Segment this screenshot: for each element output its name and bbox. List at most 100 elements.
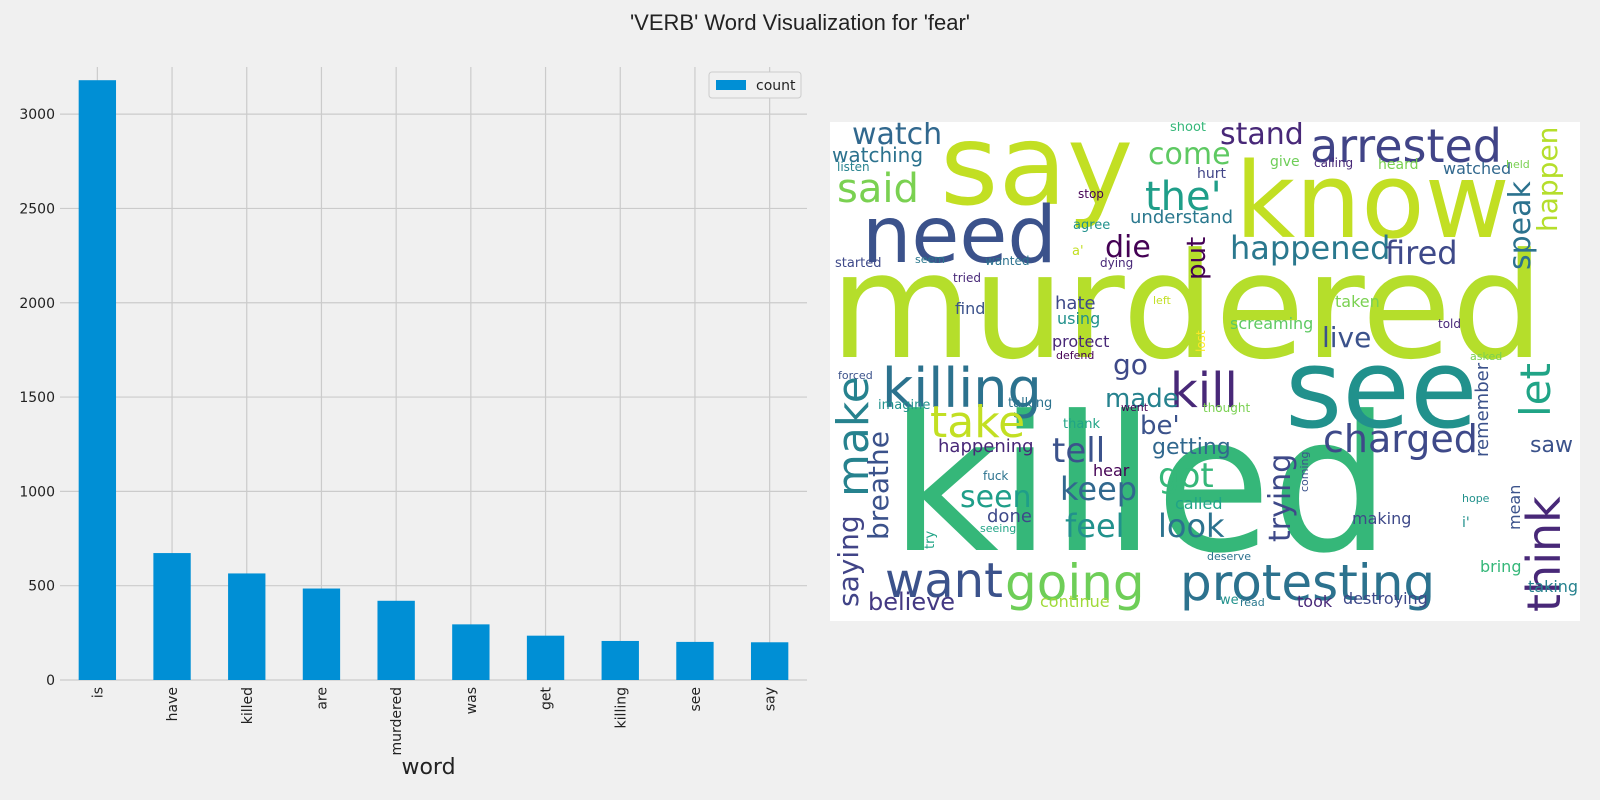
- cloud-word-protesting: protesting: [1180, 554, 1435, 612]
- cloud-word-want: want: [885, 553, 1003, 609]
- cloud-word-try: try: [923, 531, 938, 549]
- cloud-word-understand: understand: [1130, 207, 1233, 228]
- cloud-word-hope: hope: [1462, 492, 1490, 505]
- bar-get: [526, 635, 565, 680]
- cloud-word-come: come: [1148, 137, 1231, 172]
- y-tick-label: 3000: [19, 107, 55, 123]
- cloud-word-tried: tried: [953, 271, 981, 285]
- bar-see: [676, 641, 714, 680]
- cloud-word-remember: remember: [1472, 362, 1493, 457]
- cloud-word-thank: thank: [1063, 417, 1101, 432]
- cloud-word-took: took: [1297, 592, 1333, 611]
- cloud-word-speak: speak: [1503, 180, 1538, 270]
- cloud-word-hurt: hurt: [1197, 166, 1227, 182]
- cloud-word-believe: believe: [868, 588, 955, 616]
- x-tick-label: have: [165, 687, 181, 721]
- cloud-word-take: take: [930, 397, 1025, 448]
- cloud-word-held: held: [1506, 158, 1530, 171]
- bar-was: [452, 624, 490, 680]
- cloud-word-continue: continue: [1040, 592, 1110, 611]
- cloud-word-stand: stand: [1220, 122, 1304, 152]
- cloud-word-seem: seem: [915, 253, 945, 266]
- y-tick-label: 1000: [19, 484, 55, 500]
- cloud-word-murdered: murdered: [830, 222, 1544, 392]
- cloud-word-say: say: [940, 122, 1133, 231]
- cloud-word-went: went: [1121, 401, 1149, 414]
- cloud-word-shoot: shoot: [1170, 122, 1206, 135]
- bar-is: [78, 80, 117, 681]
- cloud-word-going: going: [1005, 554, 1145, 612]
- cloud-word-thought: thought: [1203, 401, 1250, 415]
- cloud-word-wanted: wanted: [985, 254, 1029, 268]
- cloud-word-defend: defend: [1056, 349, 1094, 362]
- cloud-word-forced: forced: [838, 369, 873, 382]
- cloud-word-breathe: breathe: [862, 431, 895, 540]
- cloud-word-heard: heard: [1378, 157, 1418, 173]
- cloud-word-happen: happen: [1531, 127, 1564, 232]
- cloud-word-we: we': [1220, 593, 1242, 608]
- x-tick-label: killing: [613, 687, 629, 728]
- cloud-word-mean: mean: [1505, 485, 1524, 530]
- cloud-word-started: started: [835, 256, 882, 271]
- bar-say: [750, 642, 789, 680]
- word-cloud-panel: killed murdered say know see need killing prote…: [830, 122, 1580, 621]
- cloud-word-taking: taking: [1528, 577, 1578, 596]
- cloud-word-a: a': [1072, 244, 1084, 259]
- bar-killing: [601, 640, 639, 680]
- legend: count: [708, 71, 802, 99]
- cloud-word-read: read: [1240, 596, 1265, 609]
- cloud-word-arrested: arrested: [1310, 122, 1502, 173]
- cloud-word-done: done: [987, 506, 1032, 527]
- cloud-word-kill: kill: [1170, 363, 1238, 419]
- cloud-word-told: told: [1438, 317, 1461, 331]
- cloud-word-hear: hear: [1093, 461, 1130, 480]
- cloud-word-fuck: fuck: [983, 469, 1008, 483]
- cloud-word-calling: calling: [1314, 156, 1353, 170]
- cloud-word-talking: talking: [1008, 396, 1052, 411]
- cloud-word-agree: agree: [1073, 218, 1110, 233]
- cloud-word-coming: coming: [1298, 451, 1311, 492]
- cloud-word-listen: listen: [837, 160, 870, 174]
- x-tick-label: see: [688, 687, 704, 712]
- cloud-word-charged: charged: [1323, 417, 1478, 461]
- cloud-word-destroying: destroying: [1343, 589, 1428, 608]
- cloud-word-be: be': [1140, 411, 1180, 441]
- cloud-word-see: see: [1285, 325, 1478, 453]
- cloud-word-screaming: screaming: [1230, 314, 1313, 333]
- x-axis-label: word: [401, 755, 455, 780]
- cloud-word-the: the': [1145, 174, 1222, 220]
- cloud-word-put: put: [1182, 237, 1212, 280]
- cloud-word-seeing: seeing: [980, 522, 1016, 535]
- cloud-word-seen: seen: [960, 480, 1032, 515]
- legend-swatch: [716, 80, 746, 90]
- cloud-word-said: said: [837, 166, 919, 212]
- legend-box: [708, 71, 802, 99]
- y-tick-label: 2000: [19, 296, 55, 312]
- bar-are: [302, 588, 341, 680]
- cloud-word-killing: killing: [882, 357, 1042, 420]
- x-tick-label: murdered: [389, 687, 405, 755]
- cloud-word-look: look: [1158, 507, 1225, 545]
- cloud-word-watching: watching: [832, 143, 923, 167]
- cloud-word-i: i': [1462, 515, 1470, 531]
- x-tick-label: are: [314, 687, 330, 710]
- cloud-word-getting: getting: [1152, 435, 1231, 460]
- figure-title: 'VERB' Word Visualization for 'fear': [629, 10, 971, 35]
- x-tick-label: say: [763, 687, 779, 711]
- cloud-word-trying: trying: [1263, 454, 1298, 542]
- cloud-word-killed: killed: [890, 376, 1391, 595]
- cloud-word-deserve: deserve: [1207, 550, 1251, 563]
- cloud-word-saying: saying: [832, 515, 865, 607]
- cloud-word-know: know: [1235, 140, 1510, 262]
- cloud-word-bring: bring: [1480, 557, 1521, 576]
- cloud-word-make: make: [830, 376, 879, 497]
- cloud-word-imagine: imagine: [878, 398, 930, 413]
- cloud-word-left: left: [1153, 294, 1172, 307]
- x-tick-label: was: [464, 687, 480, 714]
- y-tick-label: 1500: [19, 390, 55, 406]
- cloud-word-watched: watched: [1443, 159, 1511, 178]
- bar-have: [153, 553, 191, 680]
- cloud-word-tell: tell: [1052, 431, 1105, 471]
- cloud-word-watch: watch: [852, 122, 942, 152]
